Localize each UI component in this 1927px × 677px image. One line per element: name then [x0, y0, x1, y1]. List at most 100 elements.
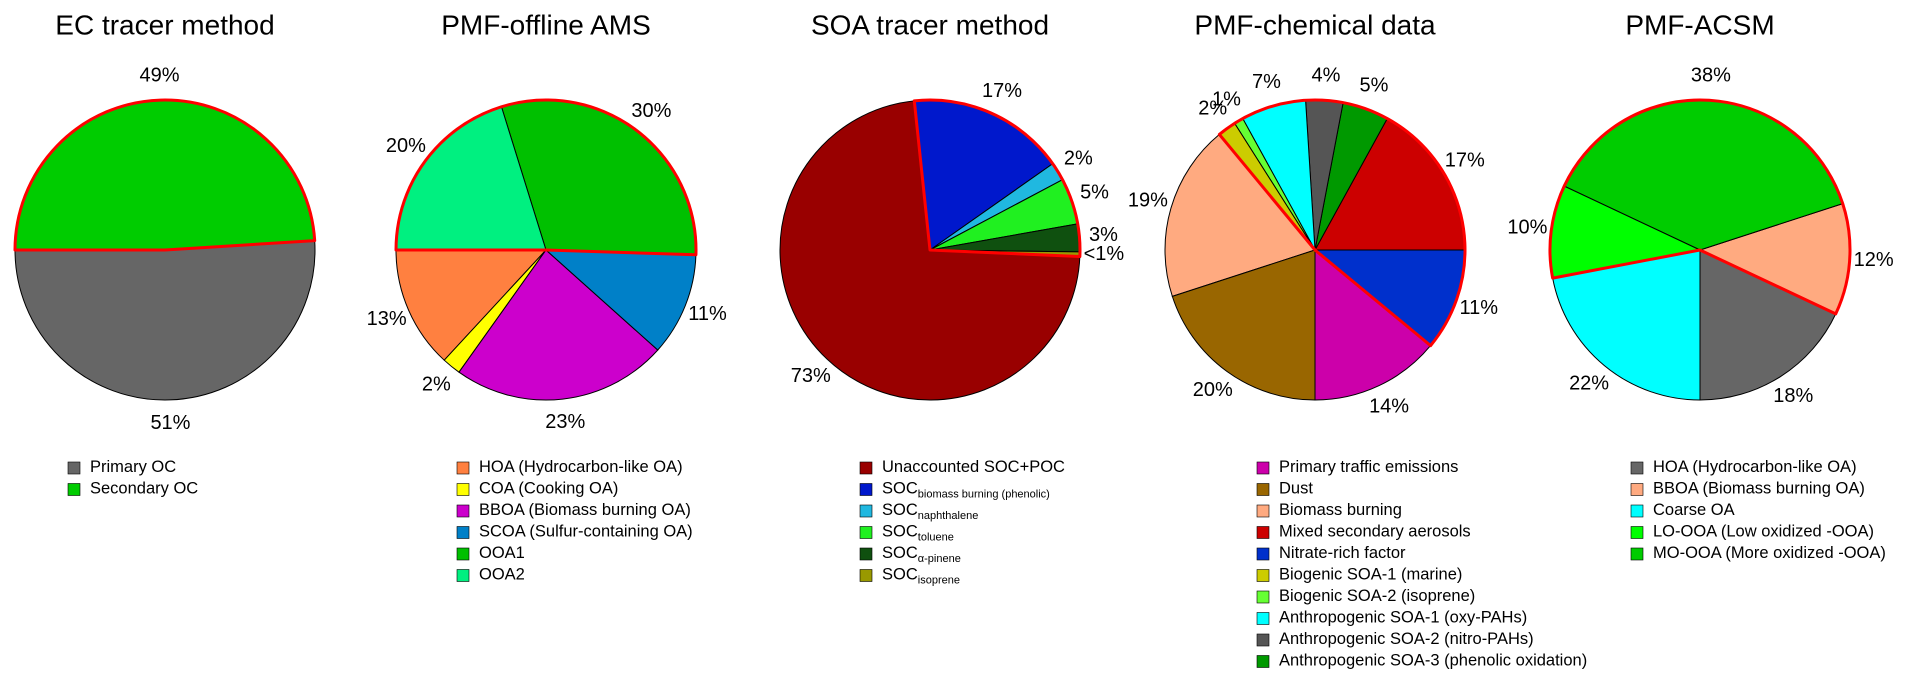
legend-swatch [456, 504, 470, 518]
legend-label: Dust [1279, 480, 1313, 498]
legend-label: Coarse OA [1653, 501, 1735, 519]
legend-label: SOCisoprene [882, 566, 960, 587]
legend-text: SOC [882, 480, 918, 498]
legend-text: SOC [882, 566, 918, 584]
legend-subscript: biomass burning (phenolic) [918, 488, 1050, 500]
legend-swatch [1630, 504, 1644, 518]
legend-text: MO-OOA (More oxidized -OOA) [1653, 544, 1886, 562]
legend-swatch [859, 483, 873, 496]
legend-label: SOCbiomass burning (phenolic) [882, 480, 1050, 501]
legend-swatch [1256, 526, 1270, 539]
legend-text: Biogenic SOA-1 (marine) [1279, 566, 1462, 584]
legend-text: Anthropogenic SOA-3 (phenolic oxidation) [1279, 652, 1587, 670]
value-label: 5% [1359, 75, 1388, 97]
legend-text: SCOA (Sulfur-containing OA) [479, 523, 693, 541]
value-label: 18% [1773, 385, 1813, 407]
legend-label: SCOA (Sulfur-containing OA) [479, 523, 693, 541]
legend-label: SOCtoluene [882, 523, 954, 544]
legend-swatch [456, 526, 470, 539]
value-label: 14% [1369, 396, 1409, 418]
value-label: 12% [1854, 249, 1894, 271]
legend-label: Mixed secondary aerosols [1279, 523, 1471, 541]
value-label: 51% [150, 412, 190, 434]
legend-label: Biogenic SOA-2 (isoprene) [1279, 587, 1475, 605]
legend-swatch [1256, 504, 1270, 518]
pie-slice [458, 249, 659, 401]
legend-text: SOC [882, 523, 918, 541]
value-label: 2% [1198, 98, 1227, 120]
highlight-outline [912, 98, 1082, 259]
legend-text: Nitrate-rich factor [1279, 544, 1406, 562]
value-label: 30% [631, 100, 671, 122]
value-label: 13% [367, 308, 407, 330]
value-label: 2% [422, 373, 451, 395]
value-label: 1% [1212, 89, 1241, 111]
chart-title: SOA tracer method [811, 9, 1049, 40]
highlight-outline [13, 98, 317, 252]
value-label: 17% [1445, 150, 1485, 172]
legend-text: Anthropogenic SOA-1 (oxy-PAHs) [1279, 609, 1527, 627]
value-label: 5% [1080, 182, 1109, 204]
legend-label: OOA2 [479, 566, 525, 584]
legend-swatch [1630, 461, 1644, 475]
legend-label: Anthropogenic SOA-3 (phenolic oxidation) [1279, 652, 1587, 670]
legend-swatch [1256, 483, 1270, 496]
pie-slice [1699, 249, 1837, 401]
value-label: 73% [791, 365, 831, 387]
legend-label: Secondary OC [90, 480, 198, 498]
legend-label: Nitrate-rich factor [1279, 544, 1406, 562]
pie-slice [395, 249, 548, 361]
pie-slice [1552, 249, 1701, 401]
legend-swatch [1630, 526, 1644, 539]
value-label: 49% [140, 64, 180, 86]
legend-subscript: α-pinene [918, 553, 961, 565]
legend-text: HOA (Hydrocarbon-like OA) [479, 458, 683, 476]
legend-text: OOA2 [479, 566, 525, 584]
legend-swatch [456, 483, 470, 496]
legend-swatch [1256, 547, 1270, 561]
legend-label: Biomass burning [1279, 501, 1402, 519]
legend-text: HOA (Hydrocarbon-like OA) [1653, 458, 1857, 476]
legend-text: SOC [882, 501, 918, 519]
legend-swatch [1256, 569, 1270, 582]
legend-label: OOA1 [479, 544, 525, 562]
legend-swatch [1630, 483, 1644, 496]
value-label: 7% [1252, 71, 1281, 93]
legend-label: HOA (Hydrocarbon-like OA) [479, 458, 683, 476]
value-label: 4% [1311, 65, 1340, 87]
legend-text: SOC [882, 544, 918, 562]
legend-text: Secondary OC [90, 480, 198, 498]
pie-slice [1171, 249, 1316, 401]
legend-subscript: isoprene [918, 574, 960, 586]
legend-text: Primary OC [90, 458, 176, 476]
legend-text: Dust [1279, 480, 1313, 498]
legend-subscript: naphthalene [918, 510, 979, 522]
legend-label: Primary traffic emissions [1279, 458, 1458, 476]
value-label: 38% [1691, 65, 1731, 87]
value-label: 20% [1193, 379, 1233, 401]
legend-swatch [859, 526, 873, 539]
legend-label: SOCα-pinene [882, 544, 961, 565]
value-label: 11% [688, 303, 727, 325]
pie-slice [14, 99, 316, 251]
value-label: 10% [1507, 216, 1547, 238]
legend-swatch [67, 483, 81, 496]
legend-subscript: toluene [918, 531, 954, 543]
value-label: 11% [1459, 297, 1498, 319]
highlight-outline [1548, 98, 1852, 316]
value-label: 19% [1128, 190, 1168, 212]
legend-swatch [456, 547, 470, 561]
legend-swatch [859, 504, 873, 518]
chart-title: PMF-chemical data [1194, 9, 1436, 40]
legend-label: Unaccounted SOC+POC [882, 458, 1065, 476]
value-label: 23% [545, 411, 585, 433]
legend-label: LO-OOA (Low oxidized -OOA) [1653, 523, 1874, 541]
legend-label: BBOA (Biomass burning OA) [479, 501, 691, 519]
legend-label: SOCnaphthalene [882, 501, 978, 522]
legend-swatch [859, 547, 873, 561]
legend-text: Mixed secondary aerosols [1279, 523, 1471, 541]
legend-label: BBOA (Biomass burning OA) [1653, 480, 1865, 498]
legend-text: OOA1 [479, 544, 525, 562]
legend-text: Anthropogenic SOA-2 (nitro-PAHs) [1279, 630, 1534, 648]
value-label: <1% [1084, 243, 1125, 265]
